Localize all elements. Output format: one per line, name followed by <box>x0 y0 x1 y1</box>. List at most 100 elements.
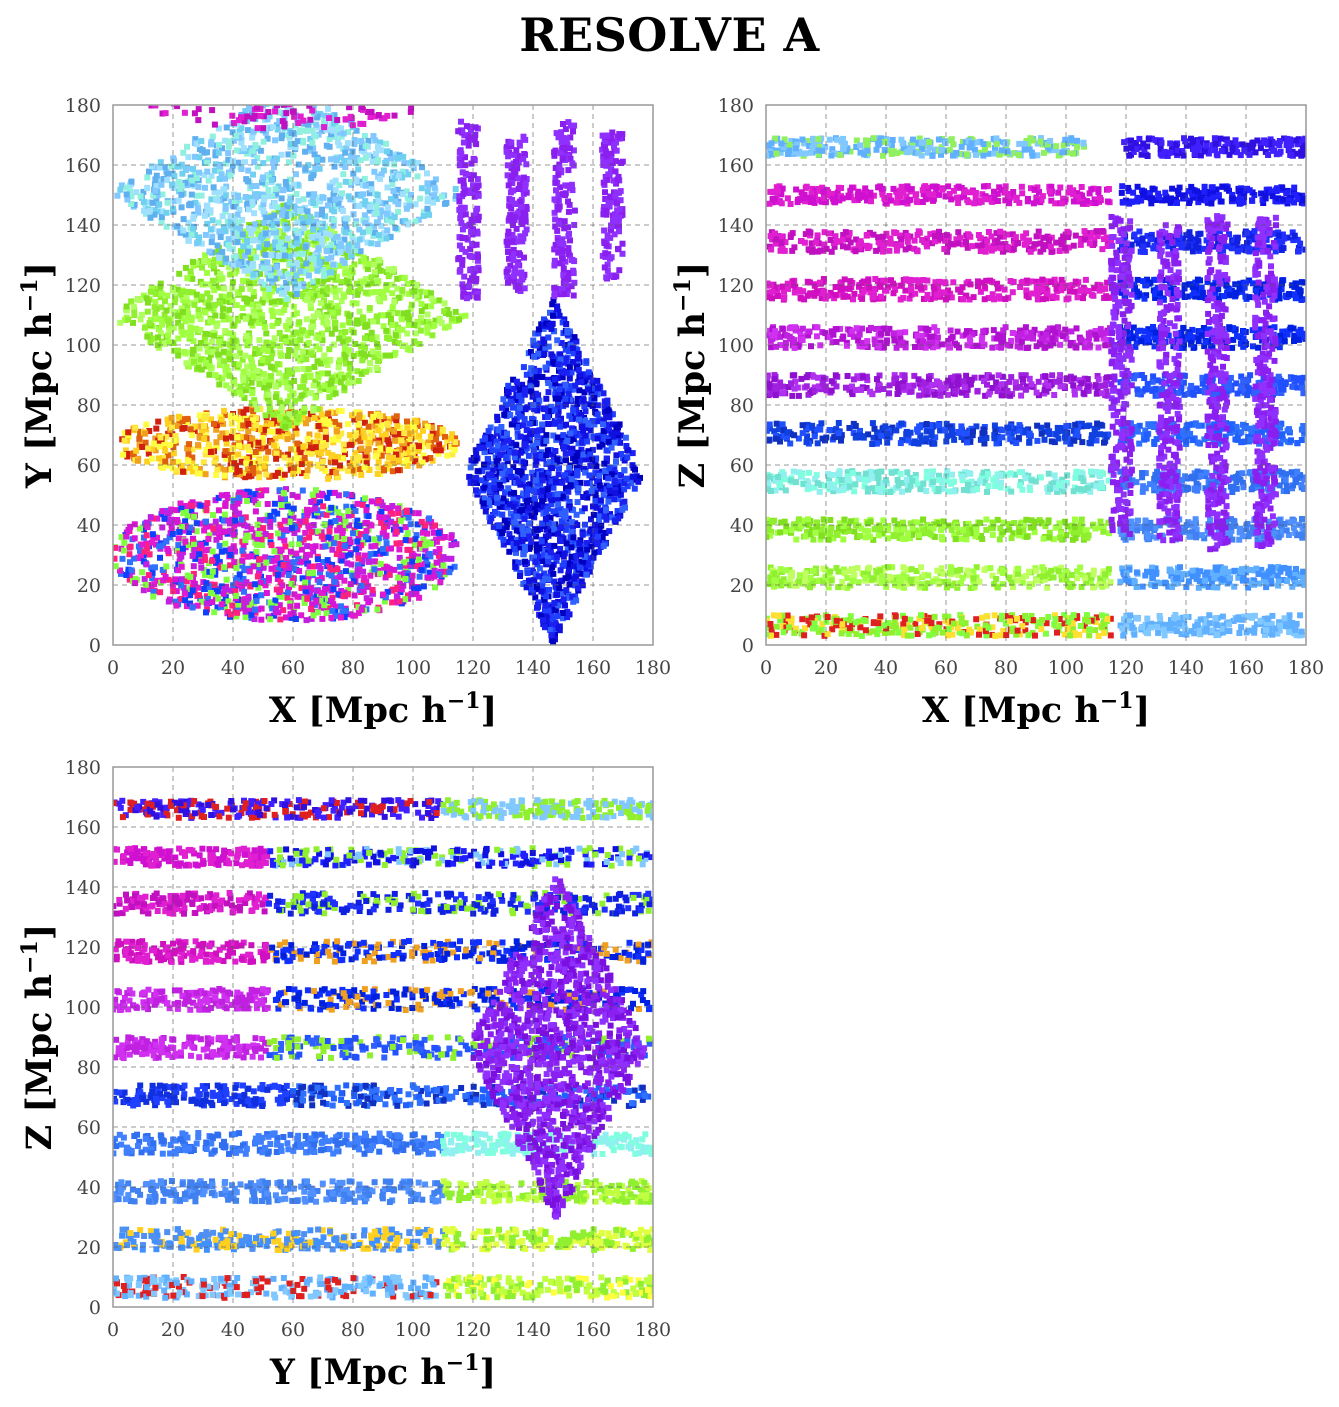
data-point <box>331 163 338 170</box>
data-point <box>255 530 262 537</box>
data-point <box>180 149 187 156</box>
data-point <box>118 182 125 189</box>
data-point <box>307 213 313 220</box>
data-point <box>221 224 228 231</box>
data-point <box>191 170 198 177</box>
data-point <box>371 153 378 160</box>
data-point <box>135 457 141 464</box>
data-point <box>292 616 299 622</box>
data-point <box>185 219 192 226</box>
data-point <box>355 610 362 617</box>
data-point <box>195 205 202 212</box>
data-point <box>211 420 217 427</box>
data-point <box>400 582 407 589</box>
data-point <box>253 183 260 189</box>
data-point <box>398 274 405 281</box>
data-point <box>268 95 274 101</box>
data-point <box>500 477 507 484</box>
data-point <box>417 195 424 202</box>
data-point <box>213 472 220 478</box>
data-point <box>355 166 362 173</box>
data-point <box>338 279 345 286</box>
data-point <box>125 433 132 440</box>
data-point <box>182 302 189 309</box>
data-point <box>355 562 361 569</box>
data-point <box>207 226 214 233</box>
data-point <box>304 208 311 215</box>
data-point <box>341 236 348 243</box>
data-point <box>403 202 410 209</box>
data-point <box>190 289 196 296</box>
data-point <box>149 531 156 538</box>
data-point <box>375 350 382 357</box>
data-point <box>213 323 220 330</box>
data-point <box>367 572 374 579</box>
data-point <box>246 225 253 232</box>
data-point <box>406 537 413 544</box>
data-point <box>150 192 157 199</box>
data-point <box>308 529 315 536</box>
data-point <box>121 547 127 554</box>
data-point <box>203 609 209 616</box>
data-point <box>222 448 229 455</box>
data-point <box>328 519 335 526</box>
data-point <box>248 379 255 386</box>
data-point <box>171 299 178 306</box>
data-point <box>384 96 390 102</box>
data-point <box>252 312 258 319</box>
data-point <box>327 300 334 307</box>
data-point <box>399 168 406 175</box>
data-point <box>260 201 267 208</box>
data-point <box>308 390 315 396</box>
data-point <box>366 152 373 159</box>
data-point <box>550 484 557 491</box>
data-point <box>358 350 365 357</box>
data-point <box>333 273 340 280</box>
data-point <box>338 557 345 564</box>
data-point <box>193 86 199 92</box>
data-point <box>252 80 258 83</box>
data-point <box>355 534 362 541</box>
data-point <box>396 457 402 464</box>
data-point <box>339 455 346 462</box>
data-point <box>414 93 420 99</box>
data-point <box>307 304 314 311</box>
data-point <box>295 282 302 289</box>
data-point <box>182 180 189 186</box>
data-point <box>216 254 223 261</box>
data-point <box>357 466 364 472</box>
data-point <box>336 357 343 364</box>
data-point <box>337 193 344 200</box>
data-point <box>363 91 369 97</box>
data-point <box>202 571 208 578</box>
data-point <box>254 191 261 198</box>
data-point <box>329 469 336 475</box>
data-point <box>396 546 403 553</box>
data-point <box>487 424 494 431</box>
data-point <box>327 247 334 254</box>
data-point <box>309 319 316 326</box>
data-point <box>165 548 172 554</box>
data-point <box>242 387 249 394</box>
data-point <box>343 503 350 510</box>
data-point <box>204 168 211 175</box>
data-point <box>329 124 336 131</box>
data-point <box>363 448 370 455</box>
data-point <box>380 167 387 174</box>
data-point <box>403 205 410 212</box>
data-point <box>319 330 325 337</box>
data-point <box>139 569 146 576</box>
data-point <box>310 105 317 108</box>
data-point <box>282 416 288 423</box>
data-point <box>307 116 314 123</box>
data-point <box>193 291 200 298</box>
data-point <box>400 443 407 450</box>
data-point <box>252 143 259 150</box>
data-point <box>193 325 200 332</box>
data-point <box>324 494 331 501</box>
data-point <box>340 593 347 599</box>
data-point <box>343 226 350 232</box>
data-point <box>263 105 270 107</box>
data-point <box>155 437 162 444</box>
data-point <box>445 323 452 330</box>
